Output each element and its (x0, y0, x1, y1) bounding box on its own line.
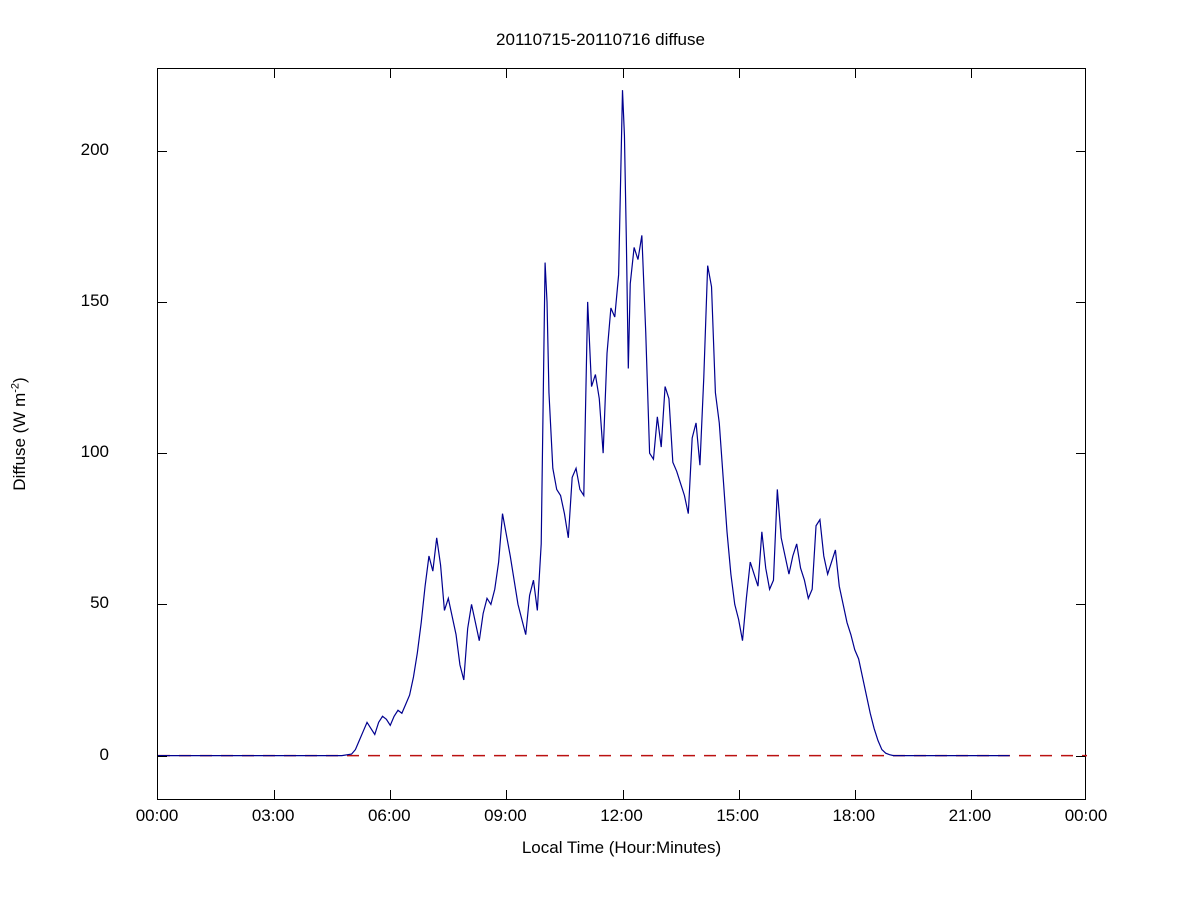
x-tick-mark-2100 (970, 790, 972, 799)
y-tick-label-50: 50 (90, 593, 109, 613)
x-tick-mark-1200 (622, 790, 624, 799)
y-tick-mark-50 (1076, 604, 1085, 606)
x-tick-mark-0300 (274, 790, 276, 799)
y-tick-label-0: 0 (99, 744, 109, 764)
x-axis-label: Local Time (Hour:Minutes) (521, 838, 722, 857)
x-tick-mark-1500 (738, 69, 740, 78)
y-axis-label-exponent: -2 (9, 382, 22, 393)
x-tick-label-1: 03:00 (251, 806, 295, 825)
y-axis-label-close: ) (10, 377, 29, 383)
y-axis-label-main: Diffuse (W m (10, 392, 29, 491)
y-tick-mark-150 (158, 301, 167, 303)
x-tick-mark-1800 (854, 69, 856, 78)
y-tick-label-200: 200 (80, 139, 109, 159)
plot-area-svg (158, 90, 1087, 757)
y-tick-mark-200 (1076, 150, 1085, 152)
x-tick-mark-0900 (506, 69, 508, 78)
x-tick-label-4: 12:00 (600, 806, 643, 825)
x-tick-mark-1200 (622, 69, 624, 78)
x-tick-label-3: 09:00 (484, 806, 527, 825)
x-tick-mark-0600 (390, 69, 392, 78)
x-tick-mark-1800 (854, 790, 856, 799)
y-tick-mark-0 (158, 755, 167, 757)
chart-title: 20110715-20110716 diffuse (496, 30, 705, 49)
x-tick-label-6: 18:00 (832, 806, 876, 825)
y-tick-label-100: 100 (80, 442, 109, 462)
y-axis-label-container: Diffuse (W m-2) (0, 68, 40, 800)
x-tick-mark-1500 (738, 790, 740, 799)
x-tick-mark-0300 (274, 69, 276, 78)
x-tick-label-8: 00:00 (1064, 806, 1108, 825)
x-tick-label-2: 06:00 (367, 806, 411, 825)
y-tick-mark-100 (158, 453, 167, 455)
y-tick-label-150: 150 (80, 290, 109, 310)
x-tick-label-5: 15:00 (716, 806, 759, 825)
x-tick-label-7: 21:00 (948, 806, 992, 825)
diffuse-series-line (158, 90, 1010, 757)
y-tick-mark-0 (1076, 755, 1085, 757)
x-tick-mark-0600 (390, 790, 392, 799)
y-tick-mark-50 (158, 604, 167, 606)
x-tick-mark-2100 (970, 69, 972, 78)
x-tick-label-0: 00:00 (135, 806, 179, 825)
y-tick-mark-200 (158, 150, 167, 152)
y-tick-mark-100 (1076, 453, 1085, 455)
y-tick-mark-150 (1076, 301, 1085, 303)
y-axis-label: Diffuse (W m-2) (9, 377, 30, 491)
x-tick-mark-0900 (506, 790, 508, 799)
plot-axes-box (157, 68, 1087, 800)
